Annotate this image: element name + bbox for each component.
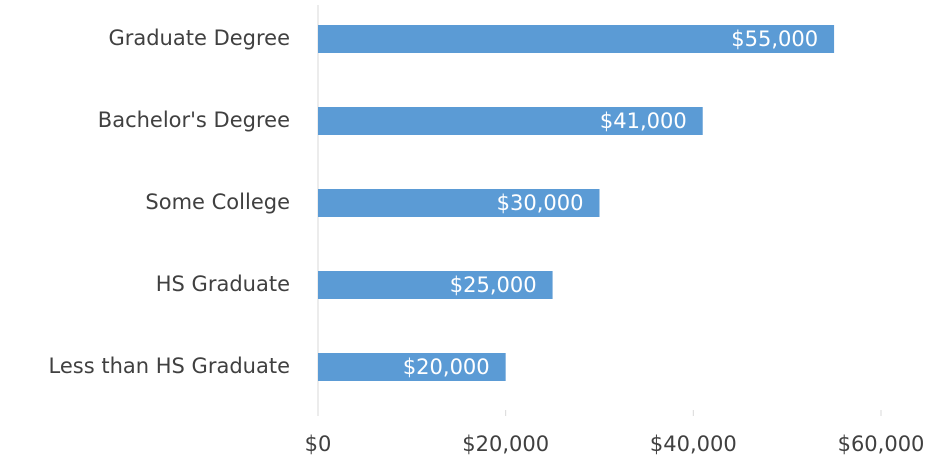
value-label: $41,000 <box>600 109 687 133</box>
bar <box>318 189 600 217</box>
value-label: $30,000 <box>497 191 584 215</box>
bar <box>318 107 703 135</box>
bar <box>318 271 553 299</box>
value-label: $25,000 <box>450 273 537 297</box>
y-tick-label: Bachelor's Degree <box>98 108 290 132</box>
y-tick-label: Less than HS Graduate <box>49 354 290 378</box>
y-tick-label: HS Graduate <box>156 272 290 296</box>
x-tick-label: $40,000 <box>650 432 737 456</box>
x-tick-label: $60,000 <box>838 432 925 456</box>
bar <box>318 353 506 381</box>
x-tick-label: $20,000 <box>462 432 549 456</box>
value-label: $20,000 <box>403 355 490 379</box>
x-tick-label: $0 <box>305 432 332 456</box>
y-tick-label: Some College <box>145 190 290 214</box>
y-tick-label: Graduate Degree <box>108 26 290 50</box>
bar <box>318 25 835 53</box>
value-label: $55,000 <box>731 27 818 51</box>
